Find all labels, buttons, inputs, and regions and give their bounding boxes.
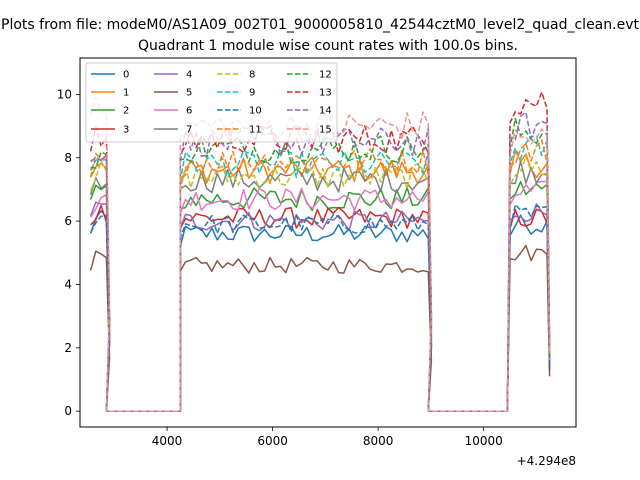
- y-tick-label: 2: [64, 341, 72, 355]
- legend-label-4: 4: [186, 70, 192, 81]
- legend-label-2: 2: [123, 106, 129, 117]
- x-tick-label: 6000: [257, 434, 288, 448]
- legend-label-6: 6: [186, 106, 192, 117]
- series-line-5: [89, 244, 551, 412]
- legend-label-15: 15: [319, 125, 332, 136]
- legend-frame: [85, 62, 338, 143]
- axis-ticks: 4000 6000 8000 10000 0 2 4 6 8 10: [57, 87, 503, 448]
- figure-suptitle: Plots from file: modeM0/AS1A09_002T01_90…: [1, 17, 639, 33]
- y-tick-label: 6: [64, 214, 72, 228]
- series-line-14: [90, 111, 551, 412]
- y-tick-label: 4: [64, 277, 72, 291]
- axes-frame: [79, 57, 577, 428]
- y-tick-label: 10: [57, 87, 72, 101]
- legend-label-5: 5: [186, 88, 192, 99]
- legend-label-8: 8: [249, 70, 255, 81]
- x-offset-text: +4.294e8: [517, 454, 576, 468]
- x-tick-label: 4000: [152, 434, 183, 448]
- legend-label-1: 1: [123, 88, 129, 99]
- x-tick-label: 8000: [363, 434, 394, 448]
- series-line-0: [89, 210, 551, 412]
- legend-label-12: 12: [319, 70, 332, 81]
- legend-label-9: 9: [249, 88, 255, 99]
- legend-label-0: 0: [123, 70, 129, 81]
- series-line-1: [89, 149, 551, 412]
- series-line-4: [89, 201, 551, 412]
- y-tick-label: 8: [64, 151, 72, 165]
- legend-label-7: 7: [186, 125, 192, 136]
- legend-label-10: 10: [249, 106, 262, 117]
- x-tick-label: 10000: [465, 434, 503, 448]
- series-line-11: [89, 139, 551, 412]
- series-line-3: [90, 204, 551, 412]
- y-tick-label: 0: [64, 404, 72, 418]
- series-line-8: [89, 155, 551, 412]
- legend-label-13: 13: [319, 88, 332, 99]
- legend-label-14: 14: [319, 106, 332, 117]
- chart-title: Quadrant 1 module wise count rates with …: [138, 38, 518, 54]
- legend-label-11: 11: [249, 125, 262, 136]
- series-line-10: [89, 203, 551, 412]
- legend-label-3: 3: [123, 125, 129, 136]
